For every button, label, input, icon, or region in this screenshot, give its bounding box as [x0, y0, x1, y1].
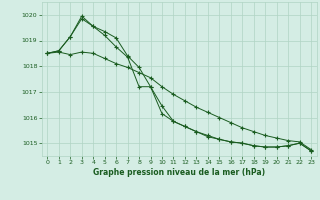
X-axis label: Graphe pression niveau de la mer (hPa): Graphe pression niveau de la mer (hPa) — [93, 168, 265, 177]
